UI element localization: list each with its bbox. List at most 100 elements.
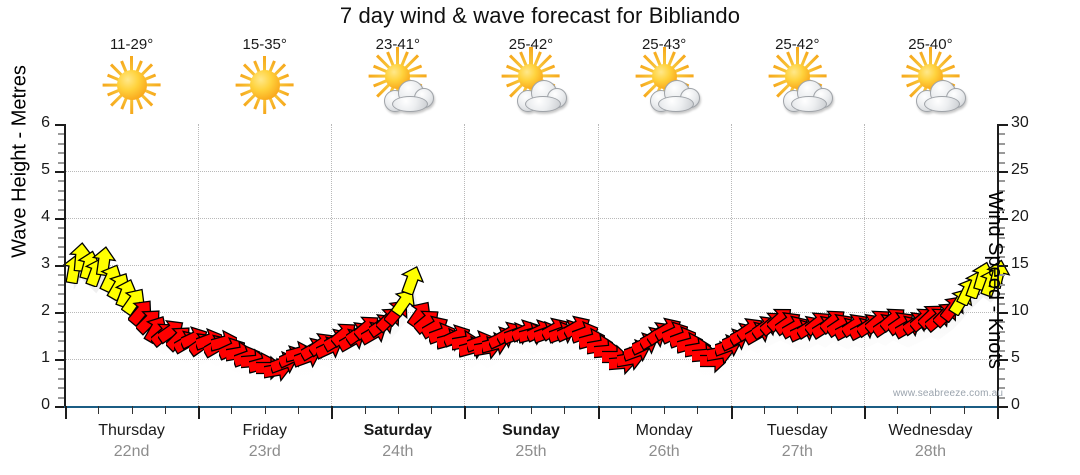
sun-ray: [795, 47, 799, 65]
axis-tick-minor: [58, 368, 64, 371]
axis-tick-minor: [58, 283, 64, 286]
axis-tick-label: 20: [1011, 208, 1029, 225]
axis-tick-major: [999, 312, 1008, 314]
temperature-range: 15-35°: [242, 36, 287, 53]
cloud-icon: [383, 76, 434, 112]
weather-icon-partly-cloudy: [898, 47, 967, 114]
day-name: Sunday: [502, 422, 560, 439]
x-axis-tick-minor: [298, 406, 299, 414]
day-label-friday: Friday 23rd: [198, 420, 331, 463]
x-axis-tick-minor: [264, 406, 266, 414]
day-date: 27th: [781, 443, 813, 460]
axis-tick-minor: [999, 340, 1005, 343]
gridline-horizontal: [65, 265, 997, 266]
axis-tick-minor: [58, 387, 64, 390]
axis-tick-label: 0: [1011, 396, 1020, 413]
axis-tick-minor: [999, 377, 1005, 380]
weather-icon-sunny: [233, 56, 297, 114]
axis-tick-major: [55, 171, 64, 173]
axis-tick-major: [999, 218, 1008, 220]
day-label-sunday: Sunday 25th: [464, 420, 597, 463]
axis-tick-minor: [999, 236, 1005, 239]
day-date: 28th: [914, 443, 946, 460]
x-axis-tick-major: [198, 406, 201, 419]
x-axis-tick-major: [65, 406, 67, 419]
x-axis-tick-minor: [830, 406, 832, 414]
cloud-lobe: [524, 96, 561, 112]
axis-tick-minor: [999, 368, 1005, 371]
temperature-range: 11-29°: [109, 36, 154, 53]
axis-tick-minor: [999, 180, 1005, 183]
weather-icon-partly-cloudy: [632, 47, 701, 114]
day-header-thursday: 11-29°: [65, 36, 198, 118]
x-axis-tick-minor: [364, 406, 366, 414]
axis-tick-minor: [999, 246, 1005, 249]
day-name: Friday: [242, 422, 287, 439]
axis-tick-minor: [999, 387, 1005, 390]
axis-tick-minor: [58, 340, 64, 343]
sun-icon: [233, 56, 297, 114]
axis-tick-minor: [999, 321, 1005, 324]
day-label-wednesday: Wednesday 28th: [864, 420, 997, 463]
temperature-range: 23-41°: [375, 36, 421, 53]
axis-tick-label: 10: [1011, 302, 1029, 319]
day-date: 26th: [648, 443, 680, 460]
sun-icon: [100, 56, 164, 114]
gridline-horizontal: [65, 218, 997, 219]
day-name: Wednesday: [888, 422, 973, 439]
day-label-monday: Monday 26th: [598, 420, 731, 463]
day-date: 22nd: [113, 443, 150, 460]
day-header-saturday: 23-41°: [331, 36, 464, 118]
cloud-lobe: [391, 96, 428, 112]
axis-tick-label: 25: [1011, 161, 1029, 178]
axis-tick-major: [999, 406, 1008, 408]
axis-tick-minor: [58, 255, 64, 258]
axis-tick-minor: [58, 293, 64, 296]
right-axis-title: Wind Speed - Knots: [984, 191, 1006, 369]
cloud-icon: [516, 76, 567, 112]
x-axis-tick-minor: [797, 406, 799, 414]
axis-tick-major: [55, 406, 64, 408]
gridline-horizontal: [65, 171, 997, 172]
axis-tick-label: 4: [41, 208, 50, 225]
axis-tick-minor: [58, 208, 64, 211]
axis-tick-minor: [58, 274, 64, 277]
axis-tick-minor: [999, 152, 1005, 155]
axis-tick-minor: [999, 274, 1005, 277]
axis-tick-minor: [58, 246, 64, 249]
axis-tick-minor: [999, 227, 1005, 230]
axis-tick-minor: [999, 396, 1005, 399]
x-axis-tick-minor: [164, 406, 166, 414]
axis-tick-minor: [58, 396, 64, 399]
axis-tick-minor: [58, 199, 64, 202]
sun-ray: [396, 47, 400, 65]
x-axis-tick-minor: [431, 406, 433, 414]
day-header-wednesday: 25-40°: [864, 36, 997, 118]
x-axis-tick-minor: [131, 406, 133, 414]
day-label-thursday: Thursday 22nd: [65, 420, 198, 463]
axis-tick-label: 15: [1011, 255, 1029, 272]
axis-tick-minor: [999, 189, 1005, 192]
axis-tick-minor: [999, 208, 1005, 211]
axis-tick-minor: [999, 255, 1005, 258]
temperature-range: 25-42°: [508, 36, 554, 53]
axis-tick-major: [55, 312, 64, 314]
axis-tick-minor: [58, 133, 64, 136]
x-axis-tick-minor: [764, 406, 765, 414]
x-axis-tick-major: [464, 406, 467, 419]
sun-ray: [129, 56, 134, 74]
sun-disc: [249, 70, 280, 100]
sun-disc: [116, 70, 147, 100]
x-axis-tick-major: [331, 406, 334, 419]
day-name: Tuesday: [766, 422, 828, 439]
sun-ray: [662, 47, 666, 65]
left-axis-line: [64, 124, 66, 407]
weather-icon-partly-cloudy: [366, 47, 434, 114]
x-axis-tick-minor: [664, 406, 666, 414]
day-name: Saturday: [363, 422, 433, 439]
axis-tick-minor: [999, 133, 1005, 136]
day-label-saturday: Saturday 24th: [331, 420, 464, 463]
axis-tick-major: [999, 265, 1008, 267]
day-date: 23rd: [248, 443, 281, 460]
day-header-row: 11-29° 15-35° 23-41° 25-42° 25-43° 25-42° 25-4…: [65, 36, 997, 118]
